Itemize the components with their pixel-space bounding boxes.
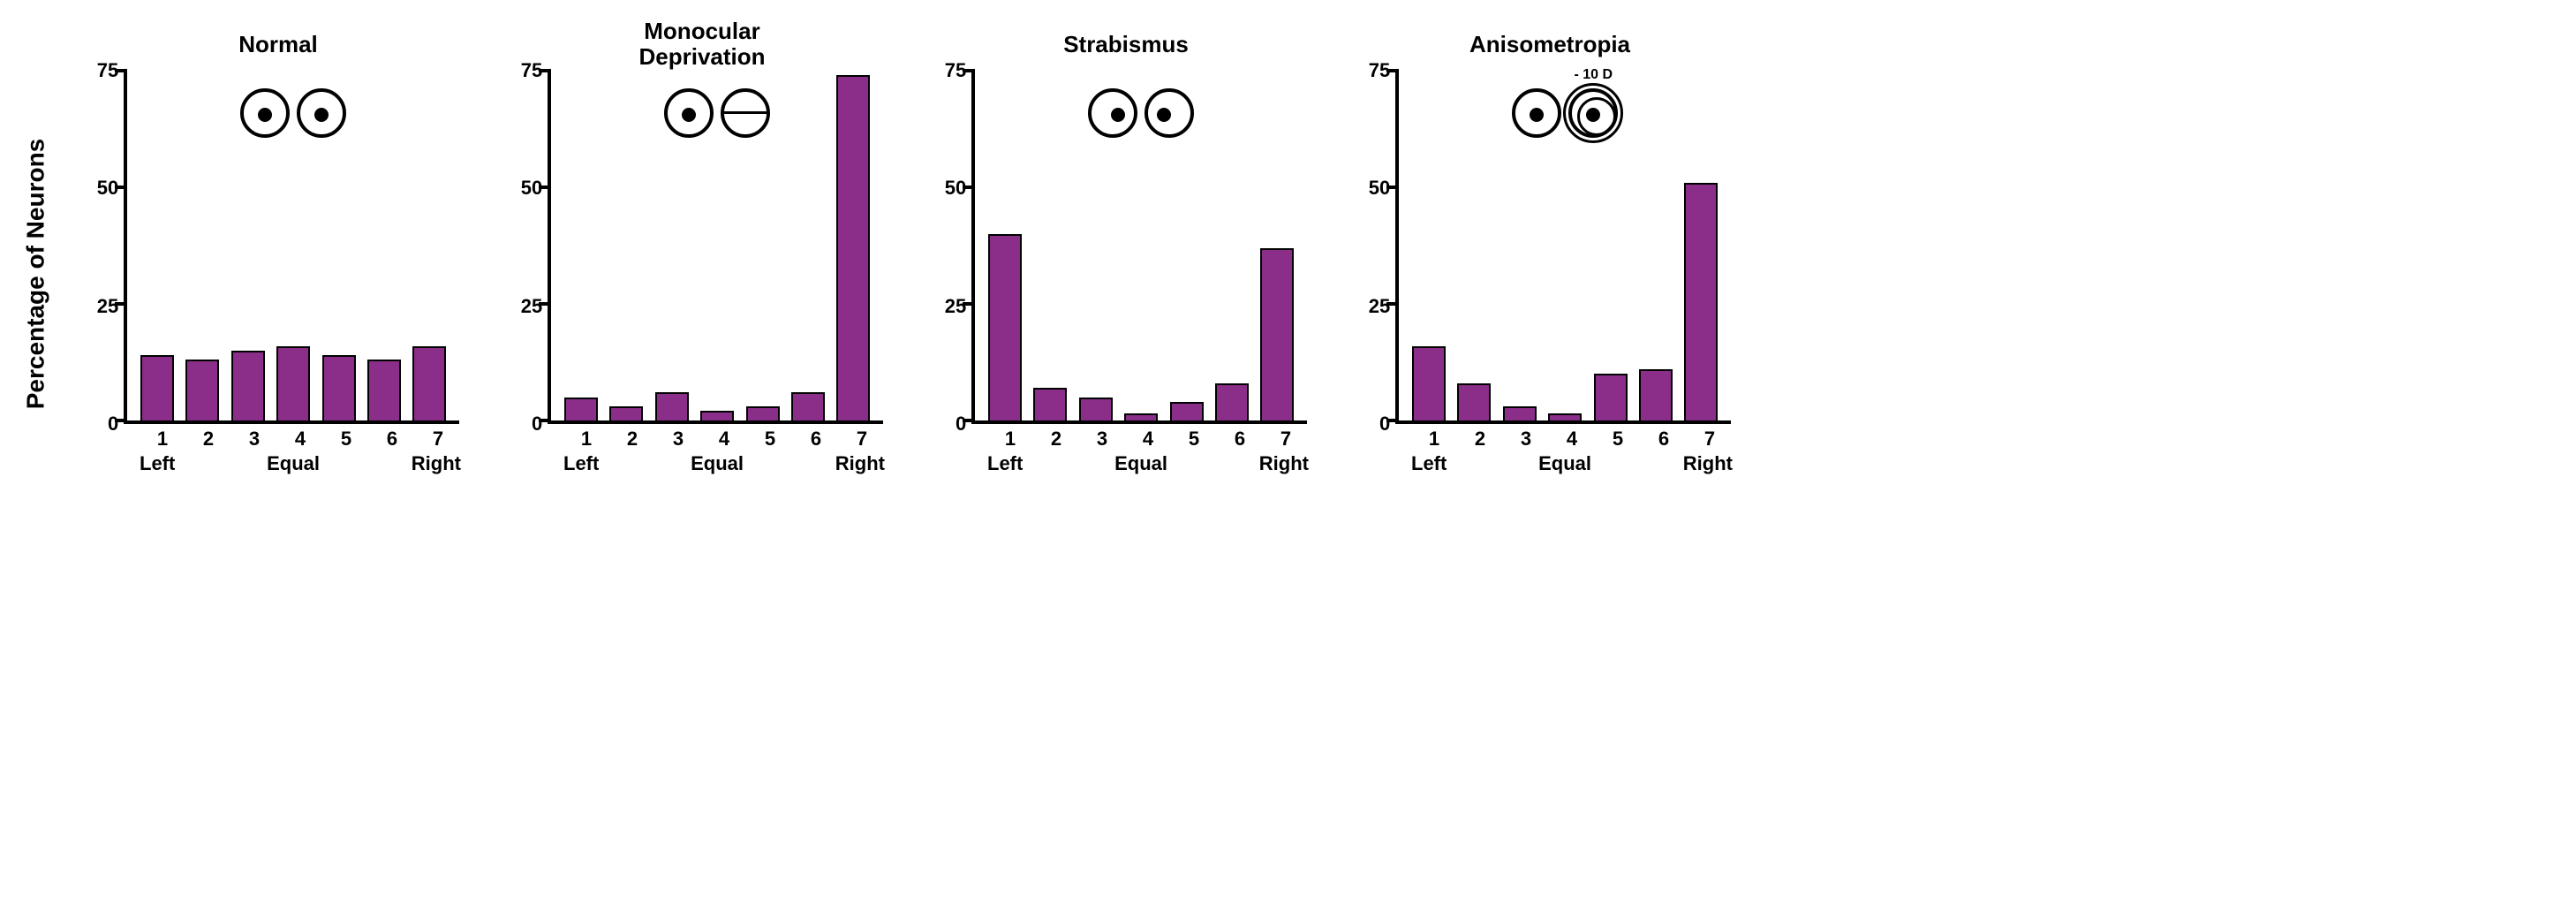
x-tick-label: 4 [707,428,741,451]
x-tick-label: 5 [1177,428,1211,451]
x-tick-label: 6 [1647,428,1681,451]
x-tick-label: 3 [1509,428,1543,451]
x-tick-label: 1 [1417,428,1451,451]
x-tick-label: 2 [1039,428,1073,451]
plot-area [548,71,883,424]
plot-area: - 10 D [1395,71,1731,424]
bar [140,355,174,420]
x-tick-label: 1 [993,428,1027,451]
x-sub-mid: Equal [1447,452,1682,475]
x-tick-label: 1 [570,428,603,451]
chart-panel: Anisometropia7550250- 10 D1234567LeftEqu… [1360,18,1740,475]
bar [1079,398,1113,420]
figure: Percentage of Neurons Normal755025012345… [18,18,2558,475]
x-sub-right: Right [1683,452,1733,475]
x-tick-label: 6 [375,428,409,451]
panel-title: Anisometropia [1469,18,1630,71]
x-tick-label: 4 [1131,428,1165,451]
x-sub-labels: LeftEqualRight [132,452,468,475]
bar [1215,383,1249,420]
bar [988,234,1022,420]
x-sub-left: Left [987,452,1023,475]
x-sub-labels: LeftEqualRight [556,452,892,475]
x-tick-label: 2 [1463,428,1497,451]
x-sub-left: Left [563,452,599,475]
x-axis: 1234567 [980,428,1316,451]
bar [185,360,219,420]
bar [700,411,734,420]
bar [1033,388,1067,420]
x-tick-label: 7 [1269,428,1303,451]
plot-area [971,71,1307,424]
y-axis: 7550250 [945,71,971,424]
bar [1503,406,1537,420]
x-sub-right: Right [412,452,461,475]
x-sub-left: Left [140,452,175,475]
x-tick-label: 4 [283,428,317,451]
bar [1548,413,1582,420]
chart-panel: MonocularDeprivation75502501234567LeftEq… [512,18,892,475]
x-axis: 1234567 [1404,428,1740,451]
bar [1684,183,1718,420]
panels-row: Normal75502501234567LeftEqualRightMonocu… [88,18,2558,475]
x-axis: 1234567 [556,428,892,451]
bar [655,392,689,420]
bar [412,346,446,420]
x-sub-left: Left [1411,452,1447,475]
bar [1412,346,1446,420]
bar [1594,374,1628,420]
panel-title: Normal [238,18,318,71]
panel-title: MonocularDeprivation [638,18,765,71]
x-tick-label: 1 [146,428,179,451]
bar [564,398,598,420]
x-sub-mid: Equal [599,452,835,475]
bar [791,392,825,420]
x-tick-label: 5 [753,428,787,451]
x-sub-right: Right [835,452,885,475]
bar [322,355,356,420]
x-tick-label: 6 [1223,428,1257,451]
chart-panel: Normal75502501234567LeftEqualRight [88,18,468,475]
x-axis: 1234567 [132,428,468,451]
x-tick-label: 7 [1693,428,1726,451]
plot-area [124,71,459,424]
x-sub-labels: LeftEqualRight [980,452,1316,475]
bar [836,75,870,420]
bar [1260,248,1294,420]
x-sub-mid: Equal [1023,452,1258,475]
bar [1639,369,1673,420]
x-tick-label: 5 [1601,428,1635,451]
bar [1170,402,1204,420]
x-tick-label: 3 [1085,428,1119,451]
bar [367,360,401,420]
ylabel-container: Percentage of Neurons [18,88,53,459]
bar [609,406,643,420]
y-axis: 7550250 [97,71,124,424]
x-sub-right: Right [1259,452,1309,475]
x-tick-label: 7 [845,428,879,451]
y-axis-label: Percentage of Neurons [21,139,49,410]
bar [276,346,310,420]
y-axis: 7550250 [521,71,548,424]
x-sub-labels: LeftEqualRight [1404,452,1740,475]
x-tick-label: 5 [329,428,363,451]
x-tick-label: 3 [238,428,271,451]
bar [746,406,780,420]
bar [231,351,265,420]
bar [1457,383,1491,420]
x-tick-label: 7 [421,428,455,451]
x-tick-label: 4 [1555,428,1589,451]
x-tick-label: 2 [192,428,225,451]
x-tick-label: 6 [799,428,833,451]
x-sub-mid: Equal [175,452,411,475]
x-tick-label: 2 [616,428,649,451]
y-axis: 7550250 [1369,71,1395,424]
bar [1124,413,1158,420]
chart-panel: Strabismus75502501234567LeftEqualRight [936,18,1316,475]
x-tick-label: 3 [661,428,695,451]
panel-title: Strabismus [1063,18,1189,71]
